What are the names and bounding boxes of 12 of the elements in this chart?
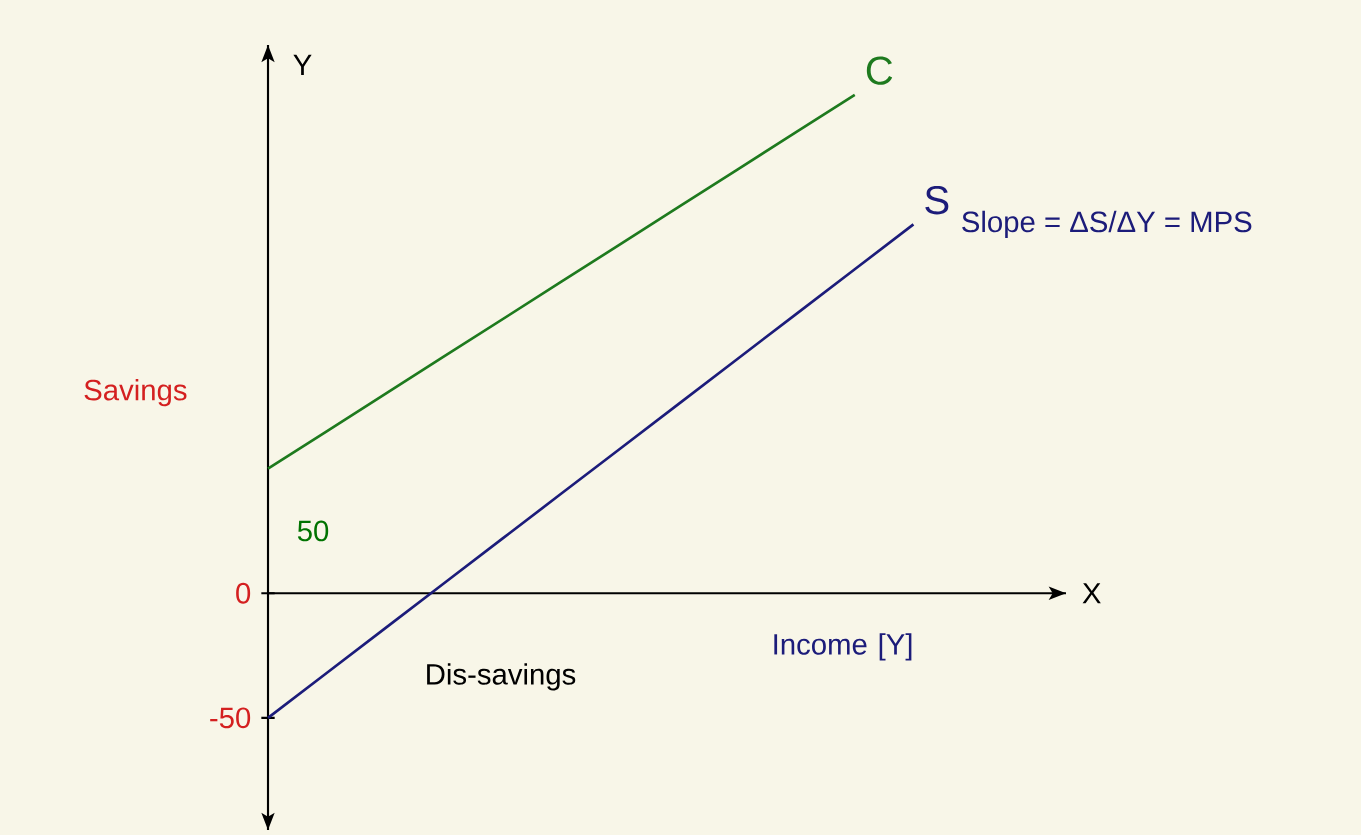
line-series bbox=[266, 223, 915, 720]
series-label: S bbox=[925, 186, 949, 215]
annotation: 50 bbox=[297, 520, 329, 542]
y-axis-title: Savings bbox=[84, 378, 187, 407]
text: Slope = ΔS/ΔY = MPS bbox=[962, 210, 1252, 239]
y-tick-label: 0 bbox=[236, 582, 251, 604]
series-label: C bbox=[866, 56, 893, 85]
annotation: Dis-savings bbox=[427, 663, 576, 691]
annotation: Y bbox=[293, 54, 312, 76]
y-tick-label: -50 bbox=[210, 707, 251, 729]
text: X bbox=[1082, 583, 1101, 604]
x-axis-title: Income [Y] bbox=[774, 633, 912, 661]
